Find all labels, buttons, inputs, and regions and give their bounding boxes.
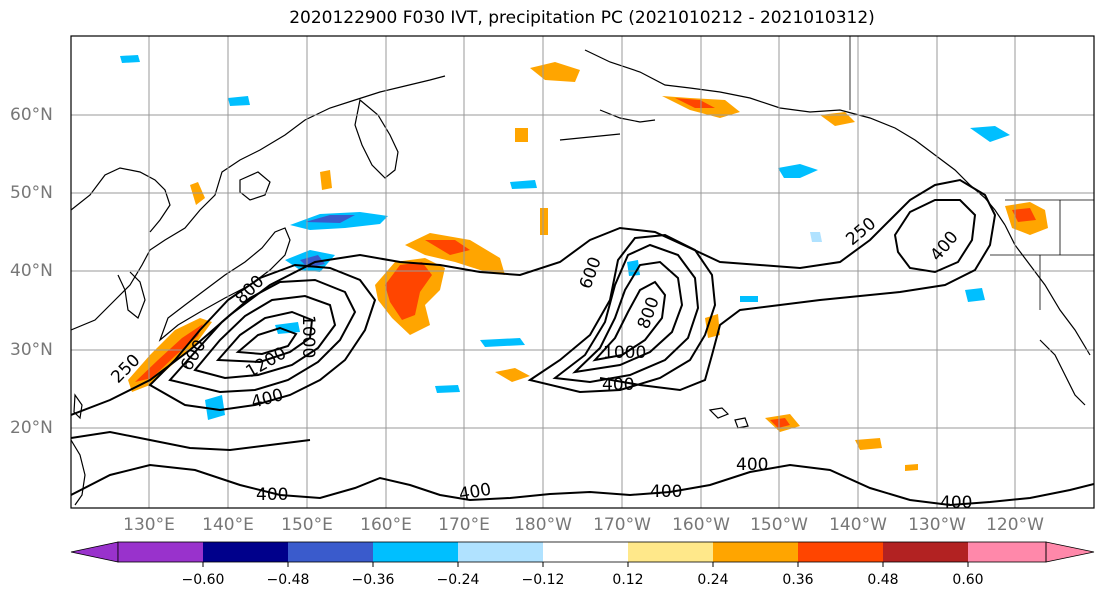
ivt-contour-600 — [552, 243, 700, 384]
precip-positive-patch — [1012, 208, 1036, 222]
lon-label: 160°E — [360, 515, 412, 535]
colorbar-segment — [203, 542, 288, 562]
colorbar-segment — [628, 542, 713, 562]
ivt-contour-1000 — [592, 280, 667, 362]
precip-negative-patch — [510, 180, 537, 189]
lon-label: 130°W — [908, 515, 966, 535]
precip-negative-patch — [120, 55, 140, 63]
ivt-contour-800 — [193, 294, 337, 380]
colorbar-tick-label: 0.24 — [697, 572, 729, 588]
precip-positive-patch — [705, 314, 720, 338]
colorbar-segment — [713, 542, 798, 562]
ivt-contour-400 — [893, 199, 977, 274]
contour-label: 400 — [256, 485, 288, 505]
colorbar-tick-label: −0.12 — [521, 572, 565, 588]
precip-negative-patch — [778, 164, 818, 178]
colorbar-segment — [883, 542, 968, 562]
precip-negative-patch — [305, 215, 355, 223]
colorbar-tick-label: −0.36 — [351, 572, 395, 588]
contour-label: 400 — [650, 482, 682, 502]
precip-negative-patch — [810, 232, 822, 242]
precip-positive-patch — [320, 170, 332, 190]
contour-label: 1000 — [603, 343, 646, 363]
precip-negative-patch — [228, 96, 250, 106]
colorbar — [70, 541, 1095, 567]
precip-negative-patch — [480, 338, 525, 347]
lat-label: 40°N — [10, 261, 53, 281]
precip-negative-patch — [275, 322, 300, 334]
colorbar-segment — [798, 542, 883, 562]
precip-negative-patch — [435, 385, 460, 393]
colorbar-tick-label: 0.60 — [952, 572, 984, 588]
ivt-contour-1200 — [235, 326, 298, 356]
precip-negative-patch — [970, 126, 1010, 142]
precip-negative-patch — [965, 288, 985, 302]
ivt-contours — [71, 178, 1094, 507]
ivt-contour-400 — [148, 263, 377, 412]
contour-label: 400 — [736, 455, 768, 475]
precip-positive-patch — [770, 418, 790, 428]
lon-label: 170°E — [438, 515, 490, 535]
lon-label: 150°W — [750, 515, 808, 535]
lon-label: 160°W — [672, 515, 730, 535]
colorbar-segment — [968, 542, 1046, 562]
colorbar-segment — [543, 542, 628, 562]
ivt-contour-400 — [527, 233, 717, 394]
map-frame — [70, 35, 1095, 509]
precip-positive-patch — [135, 324, 203, 382]
contour-label: 400 — [940, 493, 972, 513]
ivt-contour-1000 — [215, 310, 314, 364]
contour-label: 1000 — [298, 315, 318, 358]
lat-label: 30°N — [10, 340, 53, 360]
lon-label: 170°W — [593, 515, 651, 535]
ivt-contour-250 — [71, 430, 311, 452]
precip-positive-patch — [675, 98, 715, 108]
precip-positive-patch — [905, 464, 918, 471]
colorbar-segment — [118, 542, 203, 562]
contour-label: 400 — [602, 375, 634, 395]
ivt-contour-400 — [71, 463, 1094, 507]
colorbar-tick-label: −0.24 — [436, 572, 480, 588]
ivt-contour-250 — [71, 178, 997, 416]
lat-label: 60°N — [10, 105, 53, 125]
precip-positive-patch — [425, 240, 470, 255]
colorbar-tick-label: 0.36 — [782, 572, 814, 588]
ivt-contour-800 — [572, 260, 684, 374]
lon-label: 120°W — [986, 515, 1044, 535]
colorbar-extend-low — [70, 541, 119, 563]
precip-negative-patch — [740, 296, 758, 302]
precip-positive-patch — [515, 128, 528, 142]
lon-label: 130°E — [123, 515, 175, 535]
precip-negative-patch — [205, 395, 225, 420]
ivt-contour-600 — [168, 278, 357, 394]
precip-positive-patch — [495, 368, 530, 382]
colorbar-segment — [288, 542, 373, 562]
lat-label: 50°N — [10, 183, 53, 203]
colorbar-tick-label: 0.12 — [612, 572, 644, 588]
lat-label: 20°N — [10, 418, 53, 438]
colorbar-tick-label: −0.60 — [181, 572, 225, 588]
precip-positive-patch — [405, 233, 505, 275]
precip-negative-patch — [300, 255, 325, 268]
colorbar-tick-label: −0.48 — [266, 572, 310, 588]
colorbar-segment — [458, 542, 543, 562]
precip-positive-patch — [385, 262, 432, 320]
colorbar-tick-label: 0.48 — [867, 572, 899, 588]
precip-positive-patch — [855, 438, 882, 450]
colorbar-extend-high — [1045, 541, 1095, 563]
lon-label: 150°E — [281, 515, 333, 535]
lon-label: 140°E — [202, 515, 254, 535]
map-title: 2020122900 F030 IVT, precipitation PC (2… — [289, 8, 875, 28]
lon-label: 180°W — [514, 515, 572, 535]
colorbar-segment — [373, 542, 458, 562]
lon-label: 140°W — [829, 515, 887, 535]
precip-positive-patch — [540, 208, 548, 235]
